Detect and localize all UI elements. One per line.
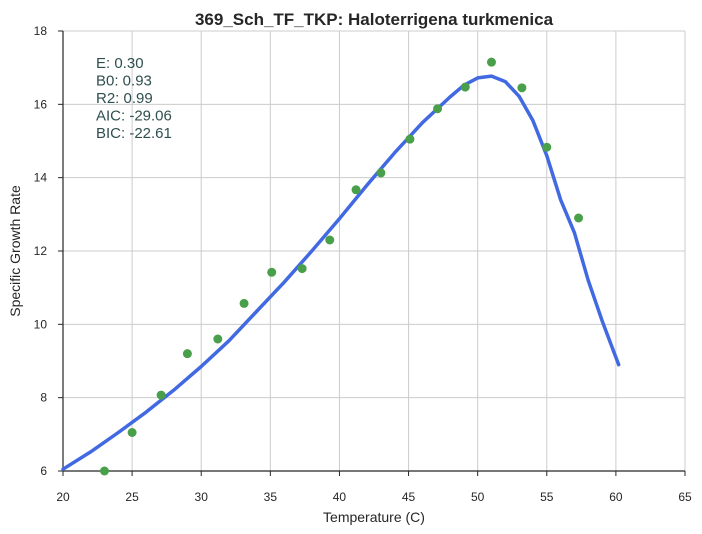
data-point — [542, 142, 552, 152]
x-tick-labels: 20 25 30 35 40 45 50 55 60 65 — [56, 490, 692, 504]
x-tick-label: 25 — [125, 490, 139, 504]
data-point — [433, 104, 443, 114]
x-tick-label: 35 — [264, 490, 278, 504]
chart-title: 369_Sch_TF_TKP: Haloterrigena turkmenica — [195, 10, 554, 29]
x-tick-label: 40 — [333, 490, 347, 504]
stat-line: R2: 0.99 — [96, 90, 153, 107]
data-point — [156, 390, 166, 400]
y-tick-label: 18 — [34, 24, 48, 38]
fit-curve-group — [61, 74, 621, 471]
data-point — [99, 466, 109, 476]
y-tick-label: 16 — [34, 97, 48, 111]
x-tick-label: 30 — [195, 490, 209, 504]
y-axis-label: Specific Growth Rate — [7, 185, 23, 317]
stat-line: B0: 0.93 — [96, 73, 152, 90]
y-tick-label: 6 — [40, 464, 47, 478]
x-tick-label: 20 — [56, 490, 70, 504]
y-tick-labels: 6 8 10 12 14 16 18 — [34, 24, 48, 478]
x-tick-label: 55 — [540, 490, 554, 504]
data-point — [213, 334, 223, 344]
data-point — [127, 428, 137, 437]
data-point — [376, 168, 386, 178]
data-points — [99, 57, 584, 476]
axes — [58, 30, 686, 476]
data-point — [325, 235, 335, 245]
data-point — [574, 213, 584, 223]
data-point — [239, 298, 249, 308]
y-tick-label: 8 — [40, 391, 47, 405]
x-tick-label: 65 — [678, 490, 692, 504]
data-point — [182, 349, 192, 359]
y-tick-label: 10 — [34, 317, 48, 331]
stat-line: E: 0.30 — [96, 55, 144, 72]
data-point — [351, 185, 361, 195]
x-tick-label: 50 — [471, 490, 485, 504]
x-axis-label: Temperature (C) — [323, 509, 425, 525]
fit-curve — [61, 74, 621, 471]
data-point — [517, 83, 527, 93]
data-point — [486, 57, 496, 67]
y-tick-label: 12 — [34, 244, 48, 258]
x-tick-label: 60 — [609, 490, 623, 504]
data-point — [267, 267, 277, 277]
x-tick-label: 45 — [402, 490, 416, 504]
data-point — [297, 264, 307, 274]
data-point — [405, 134, 415, 144]
stat-line: AIC: -29.06 — [96, 108, 172, 125]
data-point — [460, 82, 470, 92]
stat-line: BIC: -22.61 — [96, 125, 172, 142]
plot-area — [58, 30, 686, 476]
y-tick-label: 14 — [34, 171, 48, 185]
